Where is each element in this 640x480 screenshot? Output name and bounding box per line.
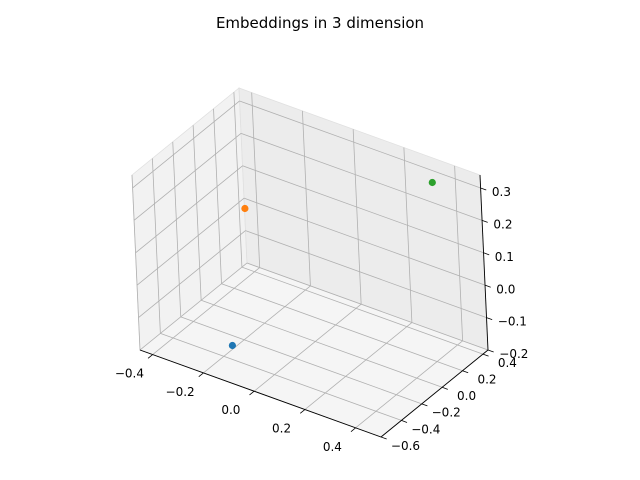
y-tick-label: 0.4 — [498, 356, 517, 370]
grid-line-z — [246, 262, 489, 351]
grid-line-z — [243, 197, 486, 286]
grid-line-x — [203, 285, 311, 374]
data-points — [228, 178, 436, 350]
y-axis-line — [380, 349, 489, 438]
y-tick-mark — [442, 386, 448, 390]
grid-line-z — [242, 165, 484, 254]
grid-line-z — [136, 197, 245, 286]
z-tick-mark — [480, 187, 487, 191]
grid-line-x — [302, 110, 311, 286]
data-point — [428, 178, 436, 187]
y-tick-mark — [462, 370, 469, 374]
z-tick-label: 0.2 — [493, 217, 512, 231]
z-tick-label: 0.1 — [495, 250, 514, 264]
y-tick-label: −0.6 — [391, 439, 420, 453]
z-tick-mark — [483, 252, 490, 256]
y-tick-label: 0.2 — [477, 373, 496, 387]
grid-line-x — [253, 303, 362, 392]
x-tick-mark — [147, 354, 153, 359]
grid-line-x — [352, 129, 362, 305]
y-tick-label: −0.2 — [432, 406, 461, 420]
chart-title: Embeddings in 3 dimension — [216, 14, 424, 32]
x-tick-label: −0.4 — [115, 367, 144, 381]
x-tick-mark — [249, 390, 255, 396]
tick-labels: −0.4−0.20.00.20.4 −0.6−0.4−0.20.00.20.4−0… — [115, 185, 529, 454]
grid-line-z — [135, 165, 243, 254]
grid-line-x — [152, 267, 260, 355]
data-point — [228, 341, 236, 350]
y-tick-mark — [380, 436, 387, 440]
axis-lines — [139, 174, 494, 440]
x-axis-line — [139, 349, 382, 438]
grid-line-z — [138, 230, 246, 318]
x-tick-mark — [299, 409, 306, 414]
z-tick-label: 0.0 — [496, 282, 515, 296]
grid-line-x — [454, 165, 464, 341]
x-tick-label: 0.2 — [272, 422, 291, 436]
grid-line-x — [355, 340, 463, 429]
z-tick-mark — [487, 349, 494, 353]
z-tick-mark — [484, 284, 491, 288]
grid-line-y — [241, 266, 484, 355]
grid-line-y — [131, 174, 141, 351]
grid-line-z — [139, 262, 248, 351]
z-tick-mark — [481, 219, 488, 223]
x-tick-label: 0.0 — [221, 403, 240, 417]
z-tick-mark — [486, 317, 493, 321]
grid-line-z — [239, 100, 481, 189]
grid-line-y — [192, 125, 202, 301]
y-tick-label: −0.4 — [411, 422, 440, 436]
grid-line-y — [160, 333, 402, 421]
x-tick-label: 0.4 — [323, 440, 342, 454]
x-tick-mark — [198, 372, 204, 377]
grid-line-y — [201, 299, 443, 388]
grid-line-y — [233, 92, 243, 268]
grid-line-z — [245, 230, 487, 318]
y-tick-mark — [482, 353, 489, 357]
grid-line-y — [213, 108, 222, 284]
y-tick-label: 0.0 — [457, 389, 476, 403]
x-tick-label: −0.2 — [166, 385, 195, 399]
y-tick-mark — [421, 403, 428, 407]
z-tick-label: 0.3 — [492, 185, 511, 199]
data-point — [241, 204, 249, 213]
x-tick-mark — [350, 427, 356, 432]
grid-line-x — [403, 147, 413, 323]
axes-panes — [131, 87, 489, 438]
grid-line-x — [251, 92, 261, 268]
grid-line-x — [304, 322, 413, 410]
grid-line-y — [180, 316, 422, 405]
z-axis-line — [479, 174, 489, 351]
grid-line-y — [151, 158, 161, 334]
y-tick-mark — [401, 420, 408, 423]
z-tick-label: −0.1 — [498, 315, 527, 329]
grid-line-z — [133, 133, 242, 221]
grid-line-y — [172, 141, 182, 317]
grid-line-y — [221, 283, 463, 372]
grid-line-z — [132, 100, 240, 189]
grid-line-z — [240, 132, 483, 221]
z-tick-label: −0.2 — [499, 347, 528, 361]
